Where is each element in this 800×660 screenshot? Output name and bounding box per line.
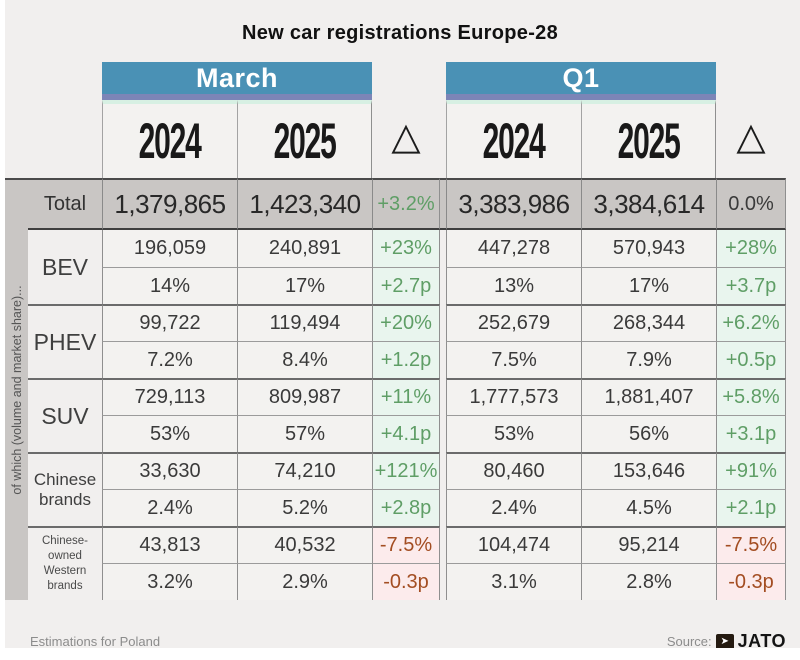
- chinese-volume-march-delta: +121%: [372, 452, 440, 489]
- bev-share-q1-2025: 17%: [581, 267, 716, 304]
- bev-volume-march-2024: 196,059: [102, 230, 237, 267]
- total-gap: [440, 178, 446, 230]
- suv-share-q1-delta: +3.1p: [716, 415, 786, 452]
- row-label-phev: PHEV: [28, 304, 102, 378]
- chinese-volume-q1-2025: 153,646: [581, 452, 716, 489]
- chinese-share-q1-2024: 2.4%: [446, 489, 581, 526]
- bev-share-march-delta: +2.7p: [372, 267, 440, 304]
- chinese-volume-q1-2024: 80,460: [446, 452, 581, 489]
- chinese-share-march-2024: 2.4%: [102, 489, 237, 526]
- bev-share-q1-2024: 13%: [446, 267, 581, 304]
- side-note: of which (volume and market share)...: [9, 285, 24, 495]
- chinese-share-march-2025: 5.2%: [237, 489, 372, 526]
- suv-share-q1-2024: 53%: [446, 415, 581, 452]
- chiw-share-q1-delta: -0.3p: [716, 563, 786, 600]
- side-note-strip: of which (volume and market share)...: [5, 178, 28, 600]
- chiw-volume-march-delta: -7.5%: [372, 526, 440, 563]
- march-delta-symbol: △: [391, 115, 421, 158]
- suv-share-q1-2025: 56%: [581, 415, 716, 452]
- bev-volume-march-2025: 240,891: [237, 230, 372, 267]
- bev-share-march-2025: 17%: [237, 267, 372, 304]
- year-label: 2024: [483, 113, 546, 169]
- march-banner: March: [102, 62, 372, 100]
- chinese-share-march-delta: +2.8p: [372, 489, 440, 526]
- bev-volume-q1-2024: 447,278: [446, 230, 581, 267]
- chiw-share-q1-2025: 2.8%: [581, 563, 716, 600]
- row-label-bev: BEV: [41, 253, 89, 280]
- chiw-share-march-2025: 2.9%: [237, 563, 372, 600]
- chiw-share-march-delta: -0.3p: [372, 563, 440, 600]
- suv-volume-march-delta: +11%: [372, 378, 440, 415]
- phev-volume-march-2025: 119,494: [237, 304, 372, 341]
- suv-volume-q1-2024: 1,777,573: [446, 378, 581, 415]
- chinese-share-q1-2025: 4.5%: [581, 489, 716, 526]
- registrations-table: March Q1 2024 2025 △ 2024 2025 △ of whic…: [5, 62, 786, 600]
- phev-volume-march-2024: 99,722: [102, 304, 237, 341]
- suv-share-march-2024: 53%: [102, 415, 237, 452]
- chiw-volume-march-2025: 40,532: [237, 526, 372, 563]
- march-2025-header: 2025: [237, 100, 372, 178]
- total-q1-delta: 0.0%: [716, 178, 786, 230]
- suv-volume-q1-delta: +5.8%: [716, 378, 786, 415]
- suv-volume-march-2024: 729,113: [102, 378, 237, 415]
- jato-wordmark: JATO: [737, 631, 786, 651]
- chiw-volume-q1-2024: 104,474: [446, 526, 581, 563]
- total-march-delta: +3.2%: [372, 178, 440, 230]
- q1-2024-header: 2024: [446, 100, 581, 178]
- bottom-margin: [0, 648, 800, 660]
- year-label: 2025: [617, 113, 681, 169]
- row-label-total: Total: [28, 178, 102, 230]
- phev-volume-q1-delta: +6.2%: [716, 304, 786, 341]
- suv-share-march-2025: 57%: [237, 415, 372, 452]
- total-march-2024: 1,379,865: [102, 178, 237, 230]
- bev-volume-q1-delta: +28%: [716, 230, 786, 267]
- footnote: Estimations for Poland: [30, 634, 161, 649]
- bev-volume-q1-2025: 570,943: [581, 230, 716, 267]
- left-margin: [0, 0, 5, 660]
- suv-volume-q1-2025: 1,881,407: [581, 378, 716, 415]
- year-label: 2024: [139, 113, 202, 169]
- q1-2025-header: 2025: [581, 100, 716, 178]
- phev-volume-march-delta: +20%: [372, 304, 440, 341]
- phev-share-march-2025: 8.4%: [237, 341, 372, 378]
- chiw-volume-march-2024: 43,813: [102, 526, 237, 563]
- chiw-volume-q1-delta: -7.5%: [716, 526, 786, 563]
- bev-share-q1-delta: +3.7p: [716, 267, 786, 304]
- phev-volume-q1-2024: 252,679: [446, 304, 581, 341]
- bev-volume-march-delta: +23%: [372, 230, 440, 267]
- phev-share-q1-delta: +0.5p: [716, 341, 786, 378]
- q1-banner: Q1: [446, 62, 716, 100]
- chiw-share-march-2024: 3.2%: [102, 563, 237, 600]
- jato-logo-icon: ➤: [715, 633, 734, 650]
- phev-share-q1-2024: 7.5%: [446, 341, 581, 378]
- source: Source: ➤ JATO: [667, 631, 786, 652]
- source-label: Source:: [666, 634, 712, 649]
- chinese-volume-march-2025: 74,210: [237, 452, 372, 489]
- total-q1-2025: 3,384,614: [581, 178, 716, 230]
- chinese-volume-q1-delta: +91%: [716, 452, 786, 489]
- q1-delta-symbol: △: [736, 115, 766, 158]
- row-label-suv: SUV: [28, 378, 102, 452]
- phev-share-q1-2025: 7.9%: [581, 341, 716, 378]
- chinese-share-q1-delta: +2.1p: [716, 489, 786, 526]
- chiw-share-q1-2024: 3.1%: [446, 563, 581, 600]
- suv-share-march-delta: +4.1p: [372, 415, 440, 452]
- suv-volume-march-2025: 809,987: [237, 378, 372, 415]
- total-march-2025: 1,423,340: [237, 178, 372, 230]
- chinese-volume-march-2024: 33,630: [102, 452, 237, 489]
- total-q1-2024: 3,383,986: [446, 178, 581, 230]
- row-label-chinese-owned-western: Chinese-owned Western brands: [28, 526, 102, 600]
- bev-share-march-2024: 14%: [102, 267, 237, 304]
- phev-volume-q1-2025: 268,344: [581, 304, 716, 341]
- phev-share-march-delta: +1.2p: [372, 341, 440, 378]
- chart-title: New car registrations Europe-28: [241, 22, 559, 44]
- march-2024-header: 2024: [102, 100, 237, 178]
- chiw-volume-q1-2025: 95,214: [581, 526, 716, 563]
- row-label-chinese-brands: Chinese brands: [28, 452, 102, 526]
- phev-share-march-2024: 7.2%: [102, 341, 237, 378]
- year-label: 2025: [273, 113, 337, 169]
